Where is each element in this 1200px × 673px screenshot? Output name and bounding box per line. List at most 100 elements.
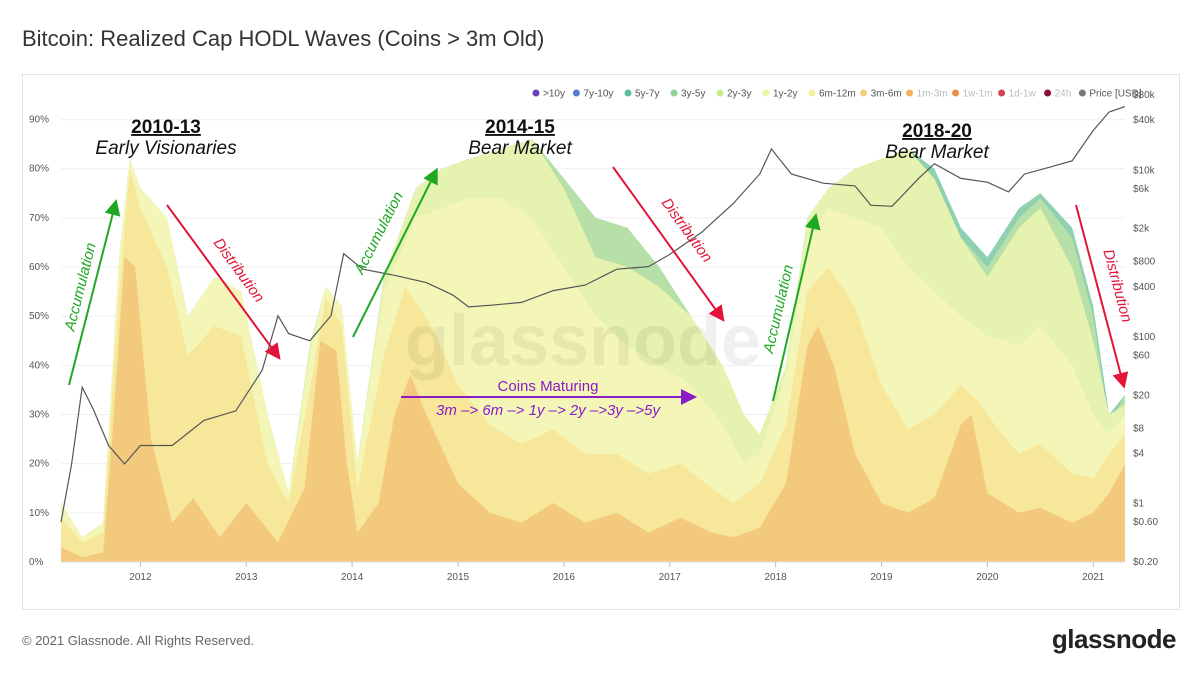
y-right-tick: $400 (1133, 282, 1156, 293)
legend-item[interactable]: 2y-3y (716, 89, 752, 100)
legend-label: Price [USD] (1089, 89, 1141, 100)
accumulation-arrow-1: Accumulation (61, 199, 121, 386)
y-left-tick: 50% (29, 311, 49, 322)
annotation-subtitle: Bear Market (468, 138, 572, 159)
legend-item[interactable]: 1m-3m (906, 89, 948, 100)
chart-panel: Price [USD] 24h 1d-1w 1w-1m 1m-3m 3m-6m 6m-12m… (22, 74, 1180, 610)
legend-label: >10y (543, 89, 565, 100)
coins-maturing-title: Coins Maturing (498, 378, 599, 395)
x-tick: 2021 (1082, 572, 1105, 583)
y-right-tick: $0.60 (1133, 517, 1158, 528)
x-tick: 2014 (341, 572, 364, 583)
legend-label: 3y-5y (681, 89, 705, 100)
annotation-subtitle: Early Visionaries (95, 138, 237, 159)
legend-label: 1w-1m (963, 89, 993, 100)
chart-legend: Price [USD] 24h 1d-1w 1w-1m 1m-3m 3m-6m 6m-12m… (532, 89, 1142, 100)
glassnode-logo: glassnode (1051, 624, 1177, 654)
area-3m-6m (61, 257, 1125, 562)
legend-swatch (532, 89, 540, 97)
legend-swatch (1078, 89, 1086, 97)
y-right-tick: $800 (1133, 257, 1156, 268)
legend-item[interactable]: 1d-1w (998, 89, 1037, 100)
legend-swatch (670, 89, 678, 97)
legend-label: 2y-3y (727, 89, 751, 100)
legend-item[interactable]: 3y-5y (670, 89, 706, 100)
coins-maturing-annotation: Coins Maturing 3m –> 6m –> 1y –> 2y –>3y… (401, 378, 697, 419)
legend-swatch (572, 89, 580, 97)
legend-swatch (998, 89, 1006, 97)
x-tick: 2019 (870, 572, 893, 583)
copyright: © 2021 Glassnode. All Rights Reserved. (22, 633, 255, 648)
legend-swatch (1044, 89, 1052, 97)
y-left-tick: 10% (29, 508, 49, 519)
legend-label: 1y-2y (773, 89, 797, 100)
annotation-2018-20: 2018-20 Bear Market (885, 121, 989, 163)
y-right-tick: $40k (1133, 115, 1156, 126)
legend-item[interactable]: 7y-10y (572, 89, 614, 100)
chart-title: Bitcoin: Realized Cap HODL Waves (Coins … (22, 26, 545, 51)
x-tick: 2020 (976, 572, 999, 583)
price-series (60, 106, 1126, 523)
annotation-2010-13: 2010-13 Early Visionaries (95, 117, 237, 159)
x-tick: 2012 (129, 572, 152, 583)
legend-swatch (624, 89, 632, 97)
y-right-tick: $10k (1133, 165, 1156, 176)
annotation-2014-15: 2014-15 Bear Market (468, 117, 572, 159)
legend-label: 1m-3m (917, 89, 948, 100)
y-left-tick: 60% (29, 262, 49, 273)
y-right-tick: $8 (1133, 423, 1145, 434)
x-tick: 2018 (765, 572, 788, 583)
legend-item[interactable]: 3m-6m (860, 89, 902, 100)
legend-label: 6m-12m (819, 89, 856, 100)
x-tick: 2017 (659, 572, 682, 583)
x-tick: 2013 (235, 572, 258, 583)
legend-swatch (762, 89, 770, 97)
y-right-tick: $1 (1133, 499, 1145, 510)
x-tick: 2016 (553, 572, 576, 583)
coins-maturing-sequence: 3m –> 6m –> 1y –> 2y –>3y –>5y (436, 402, 661, 419)
legend-label: 24h (1055, 89, 1072, 100)
legend-item[interactable]: 5y-7y (624, 89, 660, 100)
y-right-tick: $60 (1133, 351, 1150, 362)
y-axis-left: 0% 10% 20% 30% 40% 50% 60% 70% 80% 90% (29, 115, 49, 568)
hodl-areas (61, 139, 1125, 562)
annotation-title: 2014-15 (485, 117, 555, 138)
y-left-tick: 80% (29, 164, 49, 175)
y-left-tick: 90% (29, 115, 49, 126)
legend-label: 7y-10y (583, 89, 613, 100)
y-left-tick: 70% (29, 213, 49, 224)
legend-swatch (906, 89, 914, 97)
y-right-tick: $6k (1133, 184, 1150, 195)
annotation-title: 2010-13 (131, 117, 201, 138)
price-line (60, 106, 1126, 523)
y-right-tick: $20 (1133, 390, 1150, 401)
legend-item[interactable]: 24h (1044, 89, 1071, 100)
y-right-tick: $0.20 (1133, 557, 1158, 568)
distribution-label: Distribution (658, 195, 716, 266)
legend-item[interactable]: Price [USD] (1078, 89, 1142, 100)
y-left-tick: 20% (29, 459, 49, 470)
legend-swatch (860, 89, 868, 97)
legend-swatch (716, 89, 724, 97)
y-right-tick: $4 (1133, 449, 1145, 460)
legend-swatch (952, 89, 960, 97)
legend-item[interactable]: 6m-12m (808, 89, 856, 100)
y-right-tick: $80k (1133, 90, 1156, 101)
annotation-subtitle: Bear Market (885, 142, 989, 163)
y-left-tick: 0% (29, 557, 44, 568)
legend-label: 3m-6m (871, 89, 902, 100)
legend-label: 1d-1w (1009, 89, 1037, 100)
legend-item[interactable]: 1y-2y (762, 89, 798, 100)
x-tick: 2015 (447, 572, 470, 583)
legend-item[interactable]: 1w-1m (952, 89, 993, 100)
y-axis-right: $0.20 $0.60 $1 $4 $8 $20 $60 $100 $400 $800 $2k $6k… (1133, 90, 1158, 568)
y-left-tick: 30% (29, 410, 49, 421)
legend-item[interactable]: >10y (532, 89, 565, 100)
annotation-title: 2018-20 (902, 121, 972, 142)
legend-swatch (808, 89, 816, 97)
y-left-tick: 40% (29, 360, 49, 371)
hodl-waves-chart: Price [USD] 24h 1d-1w 1w-1m 1m-3m 3m-6m 6m-12m… (29, 89, 1158, 584)
y-right-tick: $2k (1133, 224, 1150, 235)
x-axis: 2012 2013 2014 2015 2016 2017 2018 2019 2020 2021 (61, 561, 1125, 583)
y-right-tick: $100 (1133, 332, 1156, 343)
